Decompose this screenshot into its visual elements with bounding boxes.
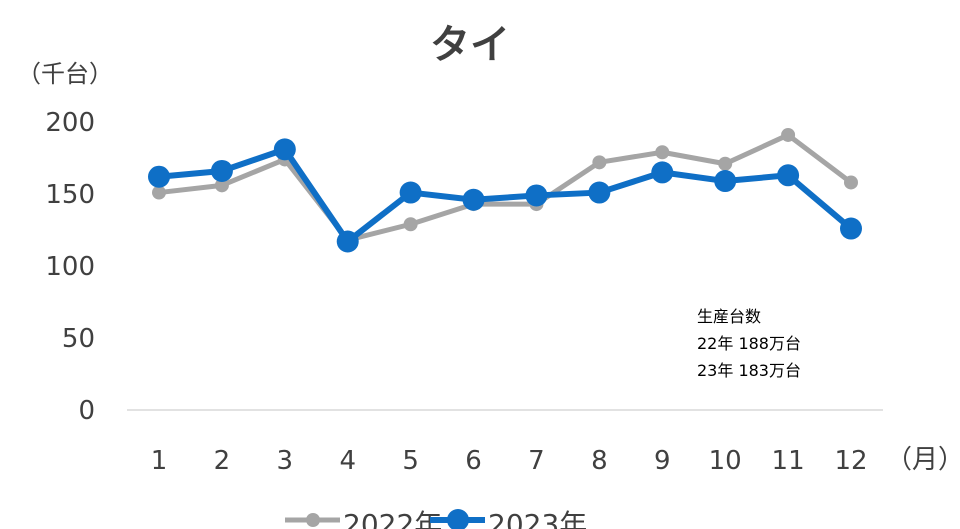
- y-tick-label: 50: [62, 324, 95, 354]
- line-series: [158, 132, 853, 243]
- point: [152, 185, 166, 200]
- legend-label: 2022年: [343, 508, 442, 529]
- y-tick-label: 200: [45, 108, 95, 138]
- point: [844, 175, 858, 190]
- point: [336, 230, 359, 253]
- point: [214, 178, 229, 193]
- x-tick-label: 2: [214, 446, 231, 476]
- point: [840, 217, 862, 240]
- point: [273, 138, 296, 161]
- point: [592, 155, 607, 170]
- y-tick-label: 0: [78, 396, 95, 426]
- point: [781, 127, 796, 142]
- legend-marker: [306, 513, 320, 527]
- point: [714, 170, 737, 193]
- x-tick-label: 4: [339, 446, 356, 476]
- annotation: 23年 183万台: [697, 361, 801, 380]
- point: [462, 188, 485, 211]
- x-tick-label: 12: [834, 446, 867, 476]
- legend-label: 2023年: [488, 508, 587, 529]
- point: [210, 159, 233, 182]
- point: [588, 181, 611, 204]
- y-axis-label: （千台）: [17, 60, 113, 88]
- x-tick-label: 7: [528, 446, 545, 476]
- point: [718, 156, 733, 171]
- line-series: [158, 146, 853, 245]
- x-tick-label: 11: [772, 446, 805, 476]
- point: [403, 217, 418, 232]
- point: [655, 145, 670, 160]
- point: [651, 161, 674, 184]
- y-tick-label: 150: [45, 180, 95, 210]
- annotation: 22年 188万台: [697, 334, 801, 353]
- point: [525, 184, 548, 207]
- point: [399, 181, 422, 204]
- annotation: 生産台数: [697, 307, 761, 326]
- x-axis-label: （月）: [886, 445, 960, 475]
- x-tick-label: 8: [591, 446, 608, 476]
- point: [777, 164, 800, 187]
- x-tick-label: 1: [151, 446, 168, 476]
- x-tick-label: 9: [654, 446, 671, 476]
- x-tick-label: 3: [277, 446, 294, 476]
- point: [148, 165, 170, 188]
- legend-marker: [447, 509, 469, 529]
- x-tick-label: 10: [709, 446, 742, 476]
- chart-title: タイ: [430, 22, 510, 68]
- x-tick-label: 6: [465, 446, 482, 476]
- y-tick-label: 100: [45, 252, 95, 282]
- x-tick-label: 5: [402, 446, 419, 476]
